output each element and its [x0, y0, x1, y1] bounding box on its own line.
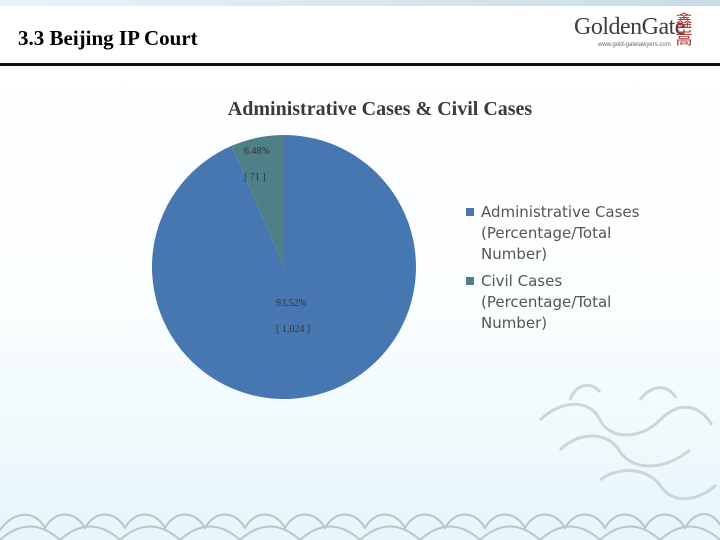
header-rule	[0, 63, 720, 66]
top-band	[0, 0, 720, 6]
legend-label-administrative: Administrative Cases (Percentage/Total N…	[481, 203, 640, 263]
legend-swatch-civil	[466, 277, 474, 285]
civil-percent-label: 6.48%	[244, 146, 270, 157]
logo-seal-icon: 鑫 嵩	[674, 12, 694, 48]
slide-title: 3.3 Beijing IP Court	[18, 26, 198, 50]
civil-count-label: [ 71 ]	[244, 172, 266, 183]
logo-url: www.gold-gatelawyers.com	[598, 42, 671, 48]
legend-swatch-administrative	[466, 208, 474, 216]
legend-item-administrative: Administrative Cases (Percentage/Total N…	[466, 202, 666, 265]
logo-seal-char-1: 鑫	[675, 12, 693, 32]
slide-header: 3.3 Beijing IP Court GoldenGate www.gold…	[0, 0, 720, 66]
logo-seal-char-2: 嵩	[675, 29, 693, 49]
legend-label-civil: Civil Cases (Percentage/Total Number)	[481, 272, 612, 332]
administrative-percent-label: 93.52%	[276, 298, 307, 309]
chart-legend: Administrative Cases (Percentage/Total N…	[466, 202, 666, 340]
chart-title: Administrative Cases & Civil Cases	[227, 98, 533, 120]
pie-slice-civil	[231, 135, 284, 267]
goldengate-logo: GoldenGate www.gold-gatelawyers.com 鑫 嵩	[574, 14, 698, 54]
administrative-count-label: [ 1,024 ]	[276, 324, 311, 335]
logo-text: GoldenGate	[574, 14, 685, 40]
legend-item-civil: Civil Cases (Percentage/Total Number)	[466, 271, 666, 334]
